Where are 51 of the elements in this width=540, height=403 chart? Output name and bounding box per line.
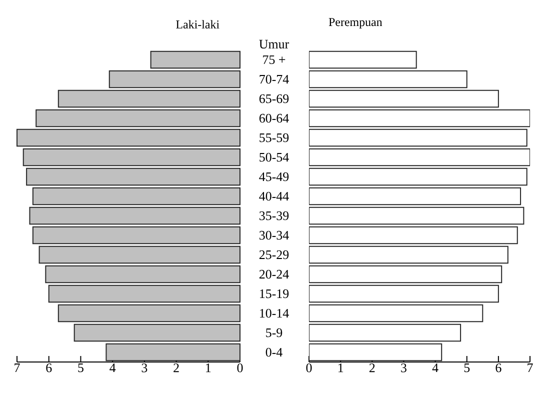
- y-tick-label: 75 +: [263, 55, 286, 64]
- chart-title: Laki-laki: [176, 20, 220, 28]
- x-tick-label: 6: [46, 364, 52, 372]
- x-tick-label: 0: [237, 364, 243, 372]
- chart-title: Perempuan: [328, 18, 382, 29]
- x-tick-label: 1: [338, 364, 344, 372]
- y-tick-label: 0-4: [266, 348, 282, 357]
- x-tick-label: 7: [528, 364, 533, 372]
- bar: [16, 128, 240, 147]
- bar: [74, 324, 240, 342]
- y-tick-label: 45-49: [259, 172, 289, 182]
- bar: [106, 343, 240, 362]
- x-tick-label: 1: [206, 364, 211, 372]
- bar: [45, 265, 240, 284]
- y-tick-label: 50-54: [260, 152, 289, 162]
- y-tick-label: 25-29: [259, 250, 289, 260]
- x-tick-label: 6: [496, 364, 502, 372]
- y-tick-label: 20-24: [259, 270, 289, 279]
- y-tick-label: 5-9: [266, 328, 282, 338]
- bar: [26, 168, 240, 186]
- bar: [48, 284, 240, 303]
- bar: [36, 109, 240, 128]
- x-tick-label: 3: [401, 364, 406, 372]
- x-tick-label: 5: [464, 364, 470, 372]
- x-tick-label: 4: [432, 364, 438, 372]
- x-tick-label: 0: [306, 364, 312, 372]
- x-tick-label: 2: [174, 364, 179, 372]
- x-tick-label: 3: [142, 364, 148, 372]
- bar: [29, 206, 240, 225]
- bar: [58, 304, 240, 322]
- bar: [32, 226, 240, 244]
- bar: [22, 148, 240, 166]
- y-tick-label: 55-59: [260, 133, 289, 142]
- y-tick-label: 10-14: [260, 308, 289, 318]
- x-tick-label: 4: [110, 364, 116, 372]
- x-tick-label: 5: [78, 364, 84, 372]
- bar: [108, 70, 240, 88]
- y-tick-label: 35-39: [260, 211, 289, 220]
- y-tick-label: 60-64: [259, 114, 289, 123]
- bar: [150, 50, 240, 69]
- y-tick-label: 70-74: [260, 74, 289, 84]
- y-axis-title: Umur: [259, 40, 289, 48]
- y-tick-label: 30-34: [260, 230, 289, 240]
- y-tick-label: 40-44: [259, 192, 289, 201]
- x-tick-label: 7: [14, 364, 20, 372]
- x-tick-label: 2: [369, 364, 375, 372]
- bar: [58, 90, 240, 108]
- bar: [38, 246, 240, 264]
- bar: [32, 187, 240, 206]
- y-tick-label: 65-69: [259, 94, 289, 104]
- y-tick-label: 15-19: [260, 289, 289, 298]
